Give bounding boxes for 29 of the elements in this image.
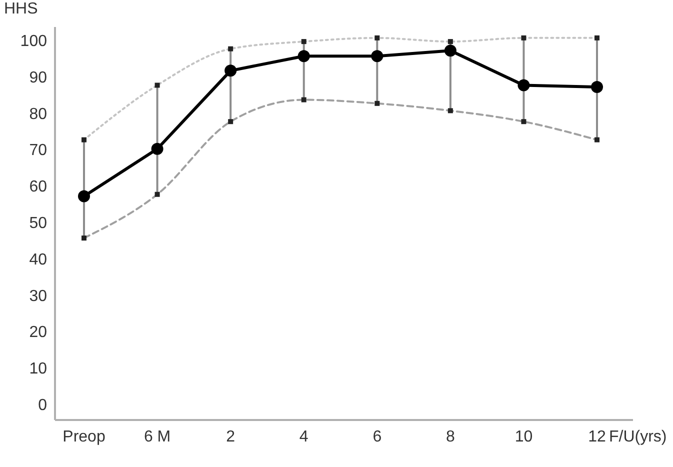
x-tick-label: 6 <box>372 428 382 446</box>
y-tick-label: 10 <box>29 360 48 378</box>
x-tick-label: 10 <box>514 428 533 446</box>
y-tick-label: 60 <box>29 178 48 196</box>
y-tick-label: 90 <box>29 69 48 86</box>
point <box>444 44 456 57</box>
x-tick-label: 12 <box>588 428 606 446</box>
x-tick-label: Preop <box>62 428 106 446</box>
y-tick-label: 50 <box>29 215 48 232</box>
y-tick-label: 80 <box>29 106 48 123</box>
point <box>591 81 603 94</box>
y-tick-label: 30 <box>29 288 48 305</box>
y-tick-label: 70 <box>29 142 48 160</box>
point <box>371 50 384 62</box>
x-tick-label: 4 <box>299 428 308 446</box>
point <box>151 142 164 155</box>
x-tick-label: 6 M <box>144 428 171 446</box>
y-axis-title: HHS <box>4 0 38 18</box>
point <box>298 50 310 62</box>
x-tick-label: 2 <box>226 428 236 446</box>
x-axis-title: F/U(yrs) <box>609 428 667 446</box>
y-tick-label: 0 <box>38 396 48 414</box>
point <box>518 79 530 92</box>
x-tick-label: 8 <box>446 428 455 446</box>
y-tick-label: 20 <box>29 324 48 342</box>
point <box>78 190 90 202</box>
y-tick-label: 100 <box>20 33 48 50</box>
y-tick-label: 40 <box>29 251 48 268</box>
point <box>224 64 237 77</box>
